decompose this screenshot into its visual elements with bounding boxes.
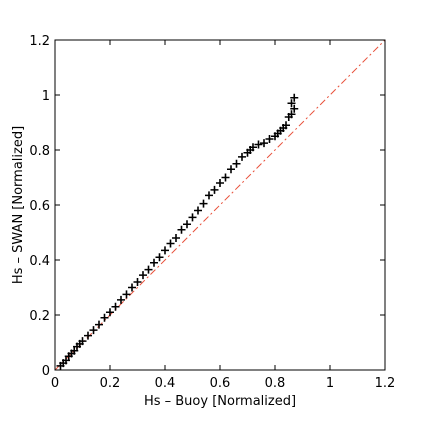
y-axis-label: Hs – SWAN [Normalized]: [11, 126, 26, 284]
data-point: [117, 295, 125, 304]
data-point: [238, 152, 246, 161]
data-point: [139, 271, 147, 280]
y-tick-label: 1: [42, 89, 50, 104]
data-point: [128, 283, 136, 292]
x-tick-label: 0: [51, 376, 59, 391]
y-tick-label: 1.2: [29, 34, 50, 49]
data-point: [155, 253, 164, 262]
data-point: [62, 356, 70, 365]
data-points-layer: [56, 93, 299, 370]
data-point: [100, 313, 109, 322]
data-point: [232, 159, 241, 168]
x-tick-label: 1: [326, 376, 334, 391]
x-tick-label: 1.2: [375, 376, 396, 391]
data-point: [133, 278, 142, 286]
x-tick-label: 0.8: [265, 376, 286, 391]
data-point: [166, 239, 175, 248]
x-tick-label: 0.6: [210, 376, 231, 391]
data-point: [70, 346, 79, 355]
data-point: [122, 290, 131, 299]
x-tick-label: 0.2: [100, 376, 121, 391]
data-point: [106, 308, 114, 317]
data-point: [227, 165, 235, 174]
data-point: [205, 191, 213, 200]
data-point: [177, 225, 186, 234]
y-tick-label: 0.8: [29, 144, 50, 159]
y-tick-label: 0.6: [29, 199, 50, 214]
data-point: [194, 206, 202, 215]
data-point: [84, 331, 92, 340]
data-point: [210, 185, 219, 194]
data-point: [150, 258, 158, 267]
y-tick-label: 0.2: [29, 309, 50, 324]
data-point: [287, 99, 296, 108]
data-point: [290, 93, 299, 102]
data-point: [290, 104, 299, 113]
data-point: [221, 173, 230, 182]
ticks-layer: 0 0.2 0.4 0.6 0.8 1 1.2 0 0.2 0.4 0.6 0.8 1 1.2: [29, 34, 395, 391]
data-point: [282, 121, 290, 130]
data-point: [216, 179, 224, 187]
data-point: [254, 140, 263, 149]
data-point: [265, 135, 274, 143]
data-point: [161, 246, 169, 255]
data-point: [95, 320, 103, 329]
data-point: [144, 265, 153, 274]
data-point: [111, 302, 120, 311]
y-tick-label: 0.4: [29, 254, 50, 269]
data-point: [287, 110, 296, 119]
data-point: [183, 220, 191, 229]
data-point: [188, 213, 197, 222]
data-point: [199, 199, 208, 208]
data-point: [78, 337, 87, 346]
data-point: [249, 143, 257, 152]
data-point: [89, 326, 98, 335]
data-point: [172, 234, 180, 242]
x-tick-label: 0.4: [155, 376, 176, 391]
y-tick-label: 0: [42, 364, 50, 379]
x-axis-label: Hs – Buoy [Normalized]: [144, 394, 296, 409]
data-point: [260, 139, 268, 148]
